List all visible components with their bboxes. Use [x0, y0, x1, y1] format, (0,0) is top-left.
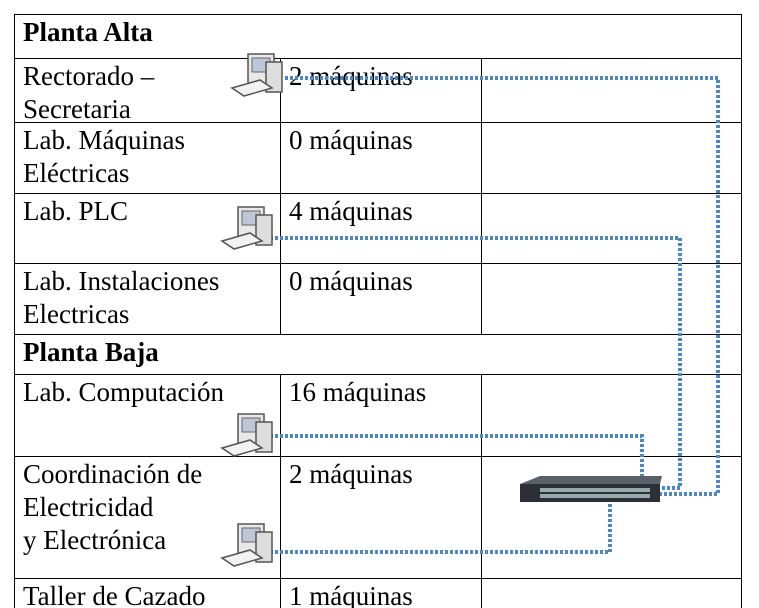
cell-text: Lab. PLC [23, 196, 128, 226]
count-cell: 1 máquinas [280, 578, 482, 608]
count-cell: 4 máquinas [280, 193, 482, 264]
empty-cell [481, 578, 742, 608]
computer-icon [221, 413, 273, 457]
cell-text: Secretaria [23, 94, 131, 124]
cell-text: Lab. Instalaciones [23, 266, 220, 296]
cell-text: Coordinación de [23, 459, 203, 489]
cell-text: Planta Baja [23, 337, 159, 367]
cell-text: Planta Alta [23, 17, 153, 47]
network-switch [520, 476, 662, 502]
count-cell: 0 máquinas [280, 122, 482, 194]
cell-text: Eléctricas [23, 158, 130, 188]
cell-text: y Electrónica [23, 525, 167, 555]
cell-text: Lab. Computación [23, 377, 224, 407]
count-cell: 0 máquinas [280, 263, 482, 335]
count-cell: 2 máquinas [280, 456, 482, 579]
cell-text: 16 máquinas [289, 377, 427, 407]
computer-icon [231, 53, 283, 97]
cell-text: 0 máquinas [289, 266, 413, 296]
room-cell: Lab. Computación [14, 374, 281, 457]
cell-text: Electricas [23, 299, 130, 329]
cell-text: Lab. Máquinas [23, 125, 185, 155]
cell-text: 0 máquinas [289, 125, 413, 155]
cell-text: 4 máquinas [289, 196, 413, 226]
cell-text: Taller de Cazado [23, 581, 206, 608]
cell-text: Rectorado – [23, 61, 155, 91]
computer-icon [221, 206, 273, 250]
cell-text: Electricidad [23, 492, 154, 522]
computer-icon [221, 523, 273, 567]
cables [270, 76, 720, 554]
count-cell: 16 máquinas [280, 374, 482, 457]
cell-text: 2 máquinas [289, 459, 413, 489]
cell-text: 1 máquinas [289, 581, 413, 608]
